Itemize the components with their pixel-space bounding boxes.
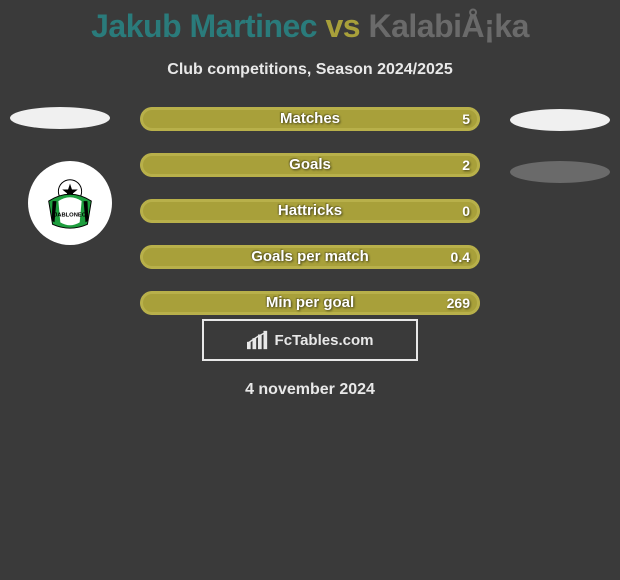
stat-bar-value: 2 (462, 153, 470, 177)
brand-box[interactable]: FcTables.com (202, 319, 418, 361)
stat-bar: Matches5 (140, 107, 480, 131)
player1-name: Jakub Martinec (91, 8, 317, 44)
comparison-title: Jakub Martinec vs KalabiÅ¡ka (0, 0, 620, 45)
player2-avatar-placeholder (510, 109, 610, 131)
stat-bar-label: Hattricks (140, 199, 480, 223)
brand-text: FcTables.com (275, 332, 374, 349)
stat-bar-label: Goals per match (140, 245, 480, 269)
stat-bar-value: 0.4 (451, 245, 470, 269)
stat-bar: Goals2 (140, 153, 480, 177)
bar-chart-icon (247, 330, 269, 350)
stat-bar-value: 269 (447, 291, 470, 315)
stat-bar: Min per goal269 (140, 291, 480, 315)
subtitle: Club competitions, Season 2024/2025 (0, 61, 620, 79)
stat-bars: Matches5Goals2Hattricks0Goals per match0… (140, 107, 480, 337)
stat-bar: Hattricks0 (140, 199, 480, 223)
player1-avatar-placeholder (10, 107, 110, 129)
stat-bar: Goals per match0.4 (140, 245, 480, 269)
player1-club-crest: JABLONEC (28, 161, 112, 245)
stat-bar-value: 0 (462, 199, 470, 223)
vs-separator: vs (317, 8, 368, 44)
player2-name: KalabiÅ¡ka (368, 8, 528, 44)
svg-text:JABLONEC: JABLONEC (54, 213, 87, 219)
date-text: 4 november 2024 (0, 381, 620, 399)
stat-bar-label: Goals (140, 153, 480, 177)
stat-bar-value: 5 (462, 107, 470, 131)
player2-club-placeholder (510, 161, 610, 183)
stat-bar-label: Min per goal (140, 291, 480, 315)
stat-bar-label: Matches (140, 107, 480, 131)
club-crest-icon: JABLONEC (39, 172, 101, 234)
